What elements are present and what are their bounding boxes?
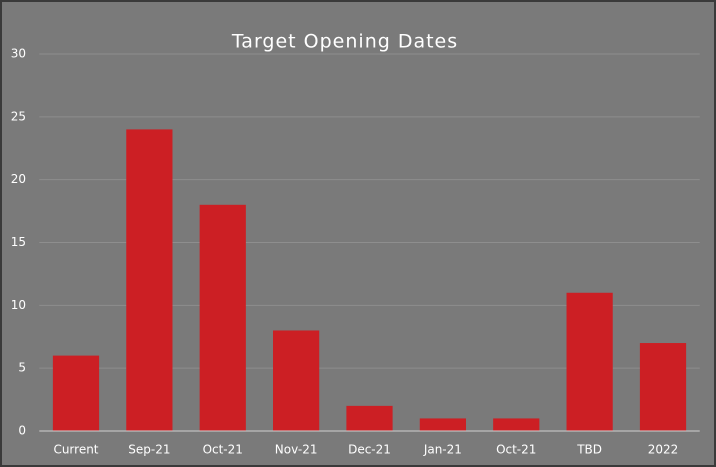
bar: [419, 418, 466, 431]
chart-title: Target Opening Dates: [231, 31, 458, 53]
bar: [493, 418, 540, 431]
y-tick-label: 20: [11, 172, 26, 186]
bar: [346, 405, 393, 431]
y-tick-label: 0: [18, 424, 26, 438]
y-tick-label: 25: [11, 109, 26, 123]
x-tick-label: TBD: [576, 443, 602, 457]
x-tick-label: Oct-21: [203, 443, 243, 457]
x-tick-label: Jan-21: [423, 443, 462, 457]
x-tick-label: Oct-21: [496, 443, 536, 457]
x-tick-label: Current: [53, 443, 98, 457]
bar: [566, 292, 613, 431]
x-tick-label: Nov-21: [275, 443, 318, 457]
bar: [639, 343, 687, 431]
x-tick-label: 2022: [648, 443, 679, 457]
x-tick-label: Sep-21: [128, 443, 170, 457]
bar: [52, 355, 100, 431]
bar: [126, 129, 173, 431]
y-tick-label: 5: [18, 361, 26, 375]
y-tick-label: 30: [11, 47, 26, 61]
bar: [273, 330, 320, 431]
y-tick-label: 10: [11, 298, 26, 312]
x-tick-label: Dec-21: [348, 443, 391, 457]
bar: [199, 204, 246, 431]
y-tick-label: 15: [11, 235, 26, 249]
